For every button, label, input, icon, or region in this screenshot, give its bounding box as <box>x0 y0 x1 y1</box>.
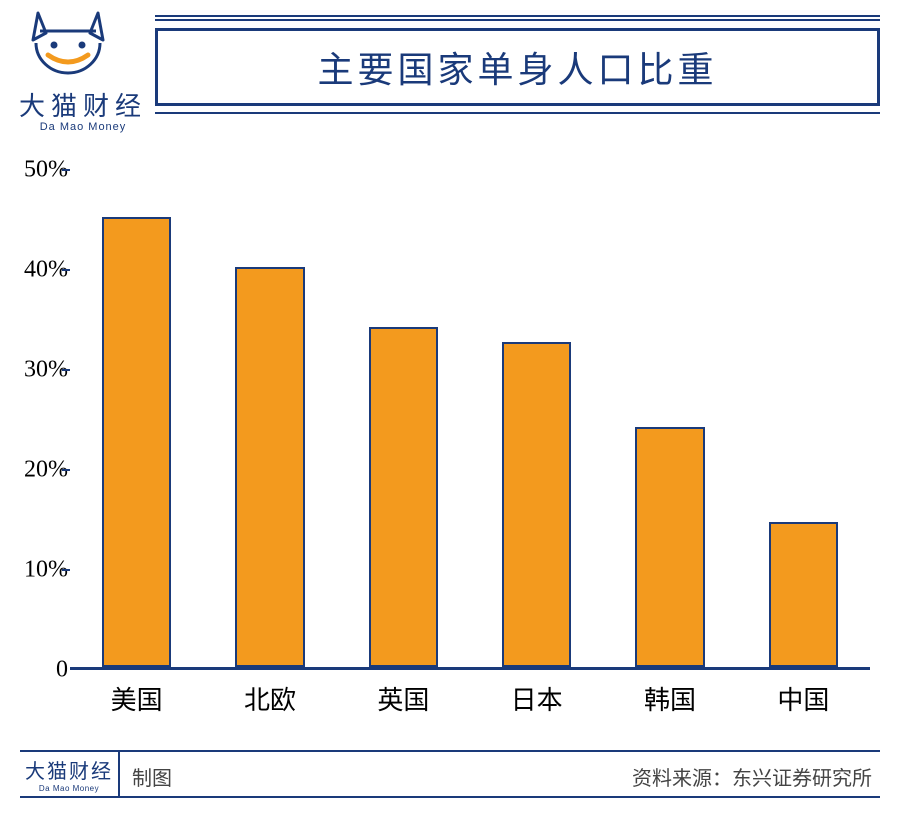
y-tick-label: 40% <box>18 257 68 284</box>
footer: 大猫财经 Da Mao Money 制图 资料来源：东兴证券研究所 <box>20 750 880 798</box>
header-bottom-rule <box>155 112 880 114</box>
y-tick-label: 0 <box>18 657 68 684</box>
brand-name-cn: 大猫财经 <box>18 86 148 123</box>
y-tick-label: 20% <box>18 457 68 484</box>
y-tick-mark <box>62 569 70 571</box>
x-category-label: 日本 <box>511 680 563 717</box>
footer-source: 资料来源：东兴证券研究所 <box>632 762 872 791</box>
x-category-label: 美国 <box>111 680 163 717</box>
y-tick-mark <box>62 469 70 471</box>
x-category-label: 北欧 <box>244 680 296 717</box>
plot-area: 010%20%30%40%50%美国北欧英国日本韩国中国 <box>70 170 870 670</box>
y-tick-label: 10% <box>18 557 68 584</box>
footer-brand: 大猫财经 Da Mao Money <box>20 752 120 796</box>
cat-icon <box>18 5 118 85</box>
footer-left-label: 制图 <box>132 762 172 791</box>
bar <box>369 327 438 667</box>
bar-chart: 0 10% 20% 30% 40% 50% 美国 北欧 英国 日本 韩国 中国 <box>12 160 882 720</box>
y-tick-mark <box>62 269 70 271</box>
bar <box>102 217 171 667</box>
header-double-rule <box>155 15 880 21</box>
y-tick-label: 50% <box>18 157 68 184</box>
brand-logo: 大猫财经 Da Mao Money <box>18 5 148 133</box>
bar <box>235 267 304 667</box>
bar <box>502 342 571 667</box>
source-value: 东兴证券研究所 <box>732 768 872 790</box>
title-box: 主要国家单身人口比重 <box>155 28 880 106</box>
source-label: 资料来源： <box>632 768 732 790</box>
bar <box>769 522 838 667</box>
footer-brand-en: Da Mao Money <box>39 784 99 793</box>
x-category-label: 英国 <box>377 680 429 717</box>
header: 主要国家单身人口比重 大猫财经 Da Mao Money <box>0 0 900 130</box>
footer-rule-bottom <box>20 796 880 798</box>
x-category-label: 中国 <box>777 680 829 717</box>
y-tick-mark <box>62 369 70 371</box>
footer-rule-top <box>20 750 880 752</box>
chart-title: 主要国家单身人口比重 <box>317 41 717 93</box>
y-tick-mark <box>62 169 70 171</box>
x-category-label: 韩国 <box>644 680 696 717</box>
bar <box>635 427 704 667</box>
y-tick-label: 30% <box>18 357 68 384</box>
footer-brand-cn: 大猫财经 <box>25 755 113 784</box>
